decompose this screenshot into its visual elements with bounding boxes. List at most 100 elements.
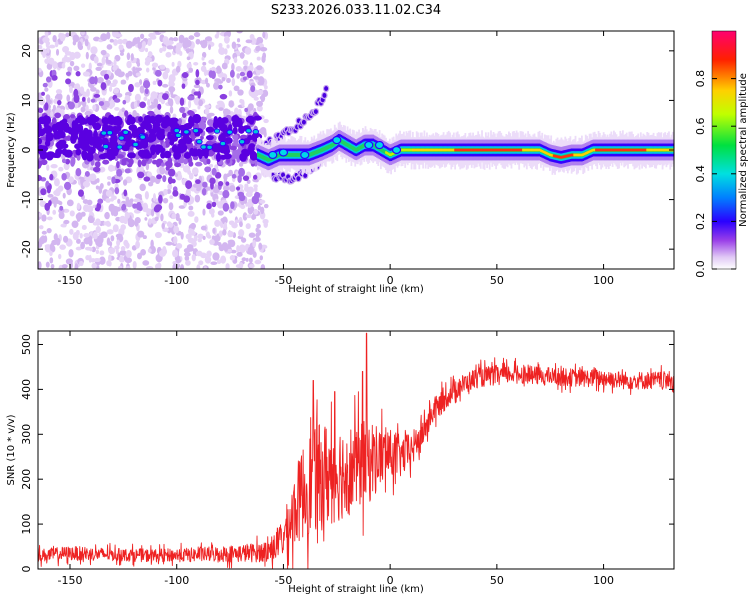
spectrogram-trace-spot <box>374 140 385 150</box>
spectrogram-noise-blob <box>218 47 226 55</box>
snr-y-tick-label: 0 <box>20 566 33 573</box>
spectrogram-dark-blob <box>138 116 143 123</box>
spectrogram-trace-core <box>573 153 576 157</box>
spectrogram-trace-segment <box>290 152 293 157</box>
spectrogram-trace-segment <box>296 152 299 157</box>
spectrogram-mid-blob <box>137 159 142 168</box>
spectrogram-trace-core <box>411 148 414 152</box>
spectrogram-mid-blob <box>123 189 128 197</box>
spectrogram-trace-core <box>400 148 403 152</box>
spectrogram-noise-blob <box>252 251 257 258</box>
spectrogram-noise-blob <box>152 193 156 202</box>
spectrogram-noise-blob <box>145 67 150 73</box>
spectrogram-trace-core <box>605 148 608 152</box>
spectrogram-mid-blob <box>49 173 54 181</box>
spectrogram-mid-blob <box>211 201 217 208</box>
spectrogram-noise-blob <box>221 77 226 82</box>
spectrogram-noise-blob <box>132 261 137 269</box>
spectrogram-noise-blob <box>124 257 133 264</box>
spectrogram-noise-blob <box>87 97 91 104</box>
spectrogram-cyan-spot <box>206 144 213 151</box>
spectrogram-mid-blob <box>251 195 260 205</box>
spectrogram-noise-blob <box>126 52 131 61</box>
spectrogram-noise-blob <box>245 214 252 219</box>
spectrogram-noise-blob <box>148 32 156 38</box>
spectrogram-noise-blob <box>136 61 141 67</box>
spectrogram-cyan-spot <box>192 127 200 134</box>
spectrogram-dark-blob <box>232 119 240 128</box>
spectrogram-noise-blob <box>83 233 90 238</box>
spectrogram-noise-blob <box>95 225 101 234</box>
spectrogram-marks <box>38 31 674 269</box>
spectrogram-noise-blob <box>112 224 119 233</box>
spectrogram-noise-blob <box>155 263 160 269</box>
spectrogram-noise-blob <box>145 162 150 171</box>
spectrogram-noise-blob <box>126 213 130 219</box>
spectrogram-noise-blob <box>235 66 242 72</box>
spectrogram-trace-core <box>588 150 591 153</box>
spectrogram-noise-blob <box>80 31 85 36</box>
spectrogram-mid-blob <box>73 94 80 103</box>
spectrogram-cyan-spot <box>183 129 190 135</box>
spectrogram-noise-blob <box>113 59 117 67</box>
spectrogram-noise-blob <box>231 77 236 87</box>
spectrogram-trace-core <box>582 153 585 156</box>
spectrogram-dark-blob <box>85 129 93 139</box>
spectrogram-mid-blob <box>144 88 149 95</box>
spectrogram-noise-blob <box>229 185 236 192</box>
spectrogram-noise-blob <box>46 63 53 70</box>
spectrogram-noise-blob <box>169 195 174 200</box>
spectrogram-mid-blob <box>42 82 48 88</box>
colorbar-tick-label: 0.4 <box>694 165 707 183</box>
spectrogram-mid-blob <box>195 69 200 78</box>
spectrogram-noise-blob <box>223 222 228 230</box>
spectrogram-dark-blob <box>38 128 46 137</box>
spectrogram-noise-blob <box>184 255 190 262</box>
snr-y-tick-label: 100 <box>20 514 33 535</box>
spectrogram-noise-blob <box>79 260 84 267</box>
spectrogram-noise-blob <box>82 71 91 77</box>
spectrogram-trace-core <box>578 153 581 157</box>
spectrogram-trace-core <box>637 148 640 152</box>
spectrogram-dark-blob <box>220 117 229 124</box>
spectrogram-noise-blob <box>125 40 133 49</box>
spectrogram-trace-segment <box>326 145 328 150</box>
spectrogram-mid-blob <box>128 83 134 93</box>
spectrogram-mid-blob <box>90 98 96 103</box>
spectrogram-mid-blob <box>124 168 131 174</box>
colorbar-gradient <box>711 30 737 270</box>
spectrogram-noise-blob <box>125 265 131 269</box>
spectrogram-noise-blob <box>119 250 127 256</box>
spectrogram-noise-blob <box>95 185 100 190</box>
spectrogram-mid-blob <box>63 181 72 191</box>
spectrogram-trace-core <box>414 148 417 152</box>
spectrogram-noise-blob <box>50 163 58 169</box>
spectrogram-trace-segment <box>289 152 291 157</box>
spectrogram-trace-core <box>390 153 393 156</box>
spectrogram-trace-core <box>501 148 504 152</box>
spectrogram-noise-blob <box>233 85 240 92</box>
spectrogram-noise-blob <box>118 255 125 263</box>
spectrogram-trace-core <box>547 152 550 156</box>
spectrogram-dark-blob <box>106 148 113 156</box>
spectrogram-trace-core <box>478 148 481 152</box>
spectrogram-noise-blob <box>47 193 54 198</box>
spectrogram-trace-core <box>656 148 659 152</box>
spectrogram-mid-blob <box>65 71 71 77</box>
spectrogram-trace-core <box>604 148 606 152</box>
spectrogram-dark-blob <box>126 137 132 148</box>
spectrogram-trace-segment <box>319 148 322 153</box>
spectrogram-noise-blob <box>188 205 194 211</box>
spectrogram-mid-blob <box>81 96 86 102</box>
spectrogram-noise-blob <box>39 225 44 230</box>
spectrogram-trace-core <box>492 148 495 152</box>
spectrogram-trace-core <box>601 148 604 152</box>
spectrogram-mid-blob <box>157 103 162 110</box>
spectrogram-trace-segment <box>345 142 348 147</box>
spectrogram-trace-core <box>529 148 532 152</box>
spectrogram-dark-blob <box>184 137 193 145</box>
spectrogram-noise-blob <box>257 204 262 211</box>
spectrogram-noise-blob <box>256 105 263 112</box>
spectrogram-noise-blob <box>105 189 113 197</box>
spectrogram-noise-blob <box>147 51 153 58</box>
